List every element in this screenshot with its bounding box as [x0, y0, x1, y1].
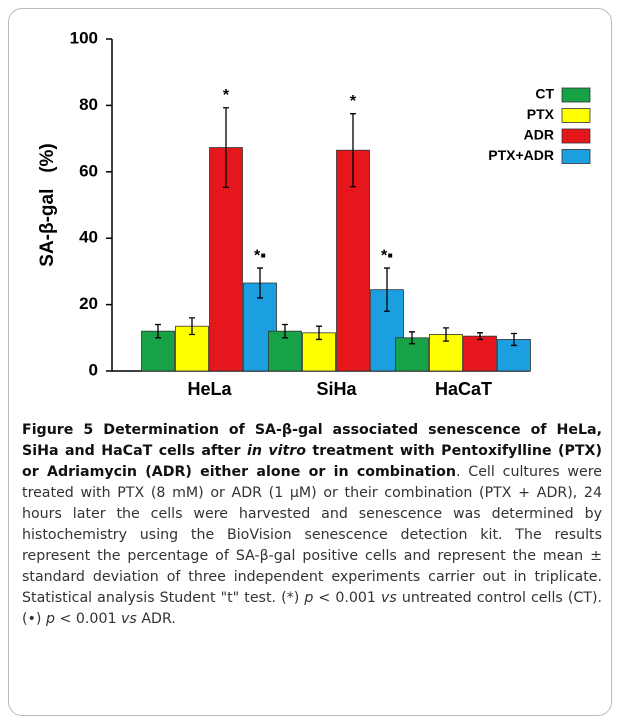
significance-mark: *	[223, 87, 230, 104]
caption-text: treatment with Pentoxifylline (PTX) or A…	[22, 443, 602, 480]
y-tick-label: 40	[79, 228, 98, 247]
legend-swatch	[561, 128, 591, 144]
caption-text: < 0.001	[313, 590, 382, 606]
caption-text: < 0.001	[54, 611, 122, 627]
error-bar	[282, 323, 288, 339]
caption-text: . Cell cultures were treated with PTX (8…	[22, 464, 602, 606]
caption: Figure 5 Determination of SA-β-gal assoc…	[22, 420, 602, 630]
y-tick-label: 60	[79, 161, 98, 180]
x-tick-label: SiHa	[316, 379, 357, 399]
y-axis-label: SA-β-gal (%)	[37, 143, 58, 266]
legend-label: PTX+ADR	[488, 147, 554, 163]
y-tick-label: 80	[79, 95, 98, 114]
significance-mark: *▪	[254, 247, 266, 264]
caption-text: in vitro	[246, 443, 306, 459]
significance-mark: *	[350, 93, 357, 110]
legend-label: PTX	[527, 106, 555, 122]
caption-text: vs	[381, 590, 397, 606]
caption-text: p	[304, 590, 314, 606]
legend-swatch	[561, 108, 591, 123]
bar	[463, 335, 497, 372]
error-bar	[443, 327, 449, 342]
y-tick-label: 0	[89, 360, 98, 379]
legend-label: ADR	[524, 127, 554, 143]
bar	[141, 330, 175, 372]
error-bar	[511, 332, 517, 347]
figure-frame	[8, 8, 612, 716]
error-bar	[257, 267, 263, 299]
caption-text: vs	[121, 611, 137, 627]
error-bar	[477, 332, 483, 341]
error-bar	[189, 317, 195, 336]
legend-label: CT	[535, 86, 554, 102]
error-bar	[155, 323, 161, 339]
legend-swatch	[561, 87, 591, 103]
x-tick-label: HeLa	[187, 379, 232, 399]
caption-text: p	[45, 611, 55, 627]
x-tick-label: HaCaT	[435, 379, 492, 399]
chart: SA-β-gal (%) 0 20 40 60 80 100 HeLa * *▪ SiHa * *▪ H…	[37, 28, 591, 399]
caption-text: ADR.	[136, 611, 176, 627]
error-bar	[384, 267, 390, 312]
y-tick-label: 20	[79, 294, 98, 313]
caption-text: Figure 5 Determination of SA-β-gal assoc…	[22, 422, 602, 459]
legend-swatch	[561, 149, 591, 164]
caption-text: untreated control cells (CT). (•)	[22, 590, 603, 627]
significance-mark: *▪	[381, 247, 393, 264]
error-bar	[316, 325, 322, 341]
error-bar	[223, 107, 229, 189]
y-tick-label: 100	[70, 28, 98, 47]
error-bar	[409, 331, 415, 345]
error-bar	[350, 113, 356, 188]
